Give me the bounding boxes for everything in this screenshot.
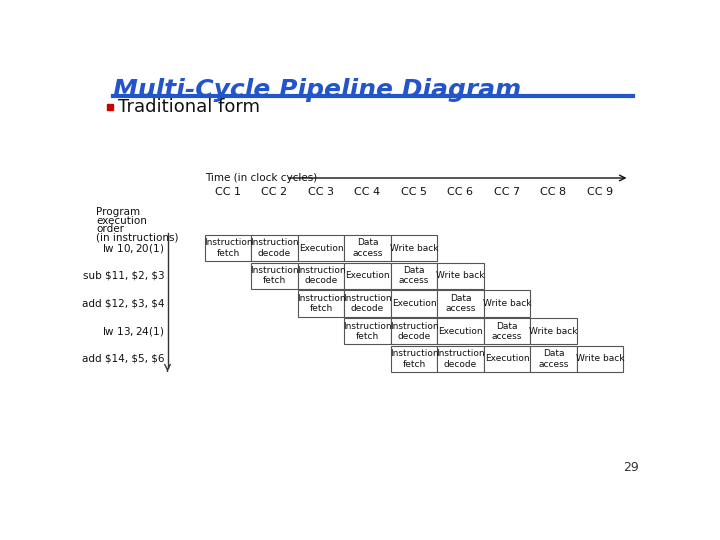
Text: lw $10, 20($1): lw $10, 20($1)	[102, 241, 164, 254]
Text: Instruction
decode: Instruction decode	[436, 349, 485, 369]
Text: Instruction
decode: Instruction decode	[343, 294, 392, 313]
Bar	[391, 346, 437, 372]
Text: Instruction
fetch: Instruction fetch	[297, 294, 346, 313]
Bar	[437, 262, 484, 289]
Text: Data
access: Data access	[539, 349, 569, 369]
Text: Time (in clock cycles): Time (in clock cycles)	[204, 173, 317, 183]
Text: Data
access: Data access	[399, 266, 429, 286]
Text: Write back: Write back	[529, 327, 577, 336]
Text: Execution: Execution	[438, 327, 483, 336]
Bar	[297, 291, 344, 316]
Bar	[297, 235, 344, 261]
Text: Multi-Cycle Pipeline Diagram: Multi-Cycle Pipeline Diagram	[113, 78, 521, 102]
Bar	[530, 318, 577, 345]
Text: (in instructions): (in instructions)	[96, 233, 179, 242]
Bar	[344, 318, 391, 345]
Text: Instruction
fetch: Instruction fetch	[343, 321, 392, 341]
Text: Program: Program	[96, 207, 140, 217]
Text: Instruction
fetch: Instruction fetch	[204, 238, 252, 258]
Text: Execution: Execution	[299, 244, 343, 253]
Text: Execution: Execution	[345, 271, 390, 280]
Text: CC 1: CC 1	[215, 187, 241, 197]
Text: Data
access: Data access	[352, 238, 382, 258]
Text: CC 8: CC 8	[541, 187, 567, 197]
Bar	[344, 262, 391, 289]
Text: Instruction
decode: Instruction decode	[390, 321, 438, 341]
Text: Data
access: Data access	[445, 294, 476, 313]
Text: CC 7: CC 7	[494, 187, 520, 197]
Bar	[484, 291, 530, 316]
Text: Instruction
fetch: Instruction fetch	[250, 266, 299, 286]
Bar	[391, 262, 437, 289]
Text: Write back: Write back	[576, 354, 624, 363]
Text: order: order	[96, 224, 125, 234]
Text: Execution: Execution	[392, 299, 436, 308]
Text: add $12, $3, $4: add $12, $3, $4	[82, 299, 164, 308]
Bar	[437, 318, 484, 345]
Bar	[437, 346, 484, 372]
Text: Instruction
decode: Instruction decode	[250, 238, 299, 258]
Text: Instruction
decode: Instruction decode	[297, 266, 346, 286]
Text: CC 2: CC 2	[261, 187, 287, 197]
Bar	[391, 235, 437, 261]
Bar	[251, 262, 297, 289]
Bar	[204, 235, 251, 261]
Bar	[437, 291, 484, 316]
Bar	[530, 346, 577, 372]
Bar	[297, 262, 344, 289]
Text: CC 4: CC 4	[354, 187, 380, 197]
Text: Instruction
fetch: Instruction fetch	[390, 349, 438, 369]
Text: Traditional form: Traditional form	[118, 98, 260, 116]
Text: Execution: Execution	[485, 354, 529, 363]
Bar	[391, 318, 437, 345]
Text: CC 3: CC 3	[308, 187, 334, 197]
Text: CC 5: CC 5	[401, 187, 427, 197]
Bar	[391, 291, 437, 316]
Bar	[484, 318, 530, 345]
Text: CC 6: CC 6	[447, 187, 474, 197]
Bar	[344, 235, 391, 261]
Bar	[251, 235, 297, 261]
Bar	[577, 346, 624, 372]
Text: CC 9: CC 9	[587, 187, 613, 197]
Text: 29: 29	[623, 462, 639, 475]
Bar	[484, 346, 530, 372]
Text: lw $13, 24($1): lw $13, 24($1)	[102, 325, 164, 338]
Text: Data
access: Data access	[492, 321, 522, 341]
Text: Write back: Write back	[482, 299, 531, 308]
Text: execution: execution	[96, 215, 147, 226]
Text: add $14, $5, $6: add $14, $5, $6	[82, 354, 164, 364]
Bar	[107, 104, 113, 110]
Bar	[344, 291, 391, 316]
Text: Write back: Write back	[390, 244, 438, 253]
Text: sub $11, $2, $3: sub $11, $2, $3	[83, 271, 164, 281]
Text: Write back: Write back	[436, 271, 485, 280]
